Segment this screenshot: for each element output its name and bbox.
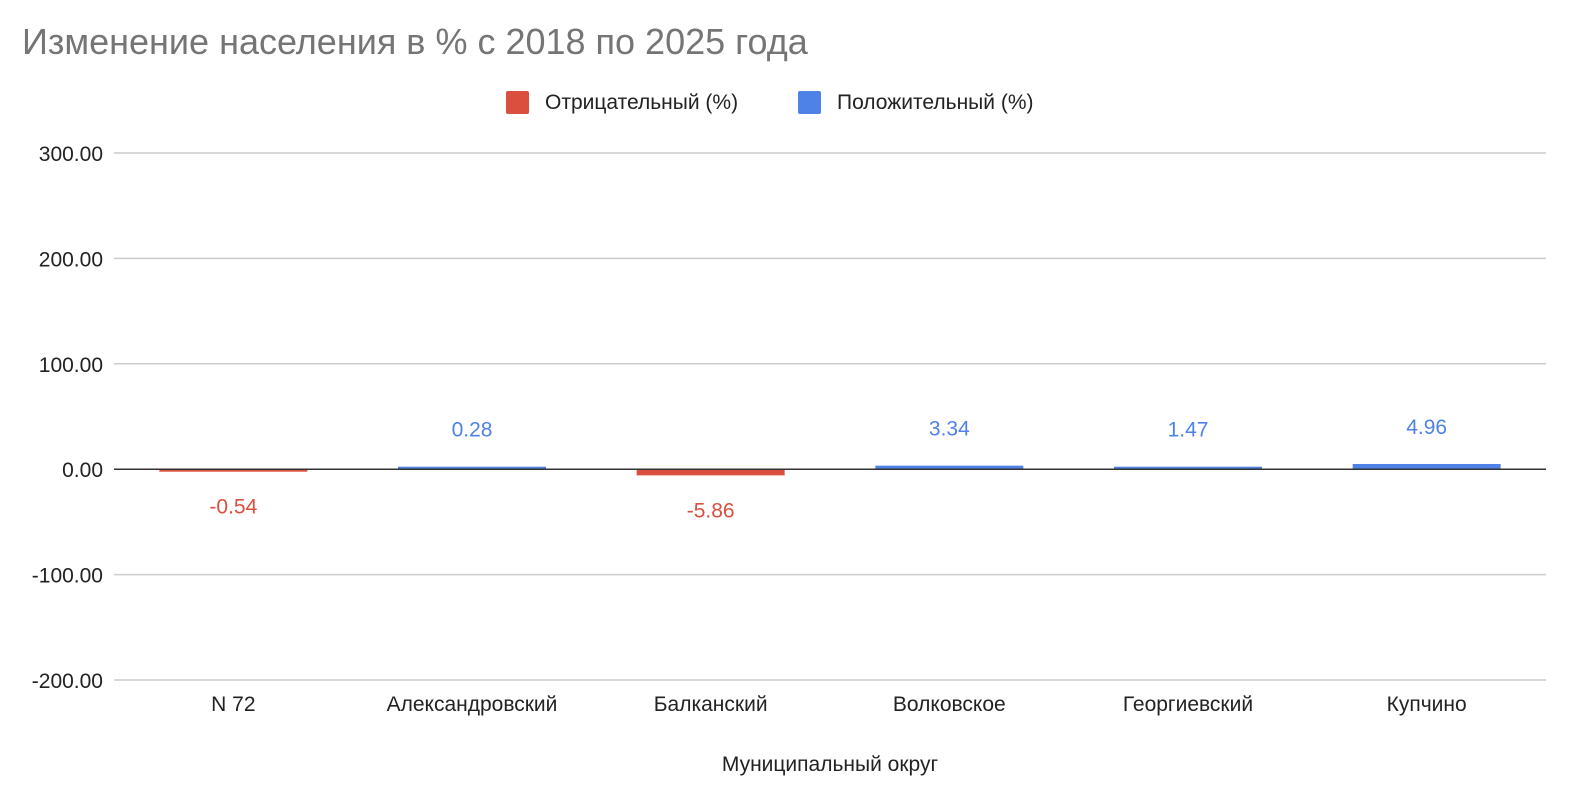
bars	[159, 463, 1501, 476]
y-tick-label: -100.00	[32, 565, 103, 588]
y-tick-label: -200.00	[32, 670, 103, 693]
x-axis-title: Муниципальный округ	[722, 753, 939, 776]
y-tick-label: 300.00	[39, 143, 103, 166]
y-axis-ticks: 300.00 200.00 100.00 0.00 -100.00 -200.00	[32, 143, 103, 693]
legend: Отрицательный (%) Положительный (%)	[506, 91, 1034, 114]
data-labels: -0.54 0.28 -5.86 3.34 1.47 4.96	[209, 416, 1447, 522]
data-label: 3.34	[929, 418, 970, 441]
bar	[1114, 466, 1262, 470]
legend-label-positive: Положительный (%)	[837, 91, 1034, 114]
bar	[159, 469, 308, 472]
data-label: 0.28	[452, 419, 493, 442]
data-label: 1.47	[1168, 419, 1209, 442]
legend-swatch-positive	[798, 91, 821, 114]
chart-title: Изменение населения в % с 2018 по 2025 г…	[22, 21, 809, 62]
x-tick-label: Волковское	[893, 693, 1006, 716]
data-label: -5.86	[687, 499, 735, 522]
bar	[1352, 463, 1501, 470]
y-tick-label: 0.00	[62, 459, 103, 482]
bar	[398, 466, 546, 470]
x-tick-label: N 72	[211, 693, 255, 716]
legend-swatch-negative	[506, 91, 529, 114]
x-tick-label: Балканский	[654, 693, 768, 716]
bar	[875, 465, 1024, 470]
legend-label-negative: Отрицательный (%)	[545, 91, 738, 114]
y-tick-label: 100.00	[39, 354, 103, 377]
bar	[636, 469, 785, 476]
x-tick-label: Купчино	[1387, 693, 1467, 716]
x-tick-label: Александровский	[387, 693, 558, 716]
y-tick-label: 200.00	[39, 248, 103, 271]
x-axis-categories: N 72 Александровский Балканский Волковское Г…	[211, 693, 1467, 716]
x-tick-label: Георгиевский	[1123, 693, 1253, 716]
gridlines	[114, 152, 1546, 681]
data-label: 4.96	[1406, 416, 1447, 439]
data-label: -0.54	[209, 496, 257, 519]
